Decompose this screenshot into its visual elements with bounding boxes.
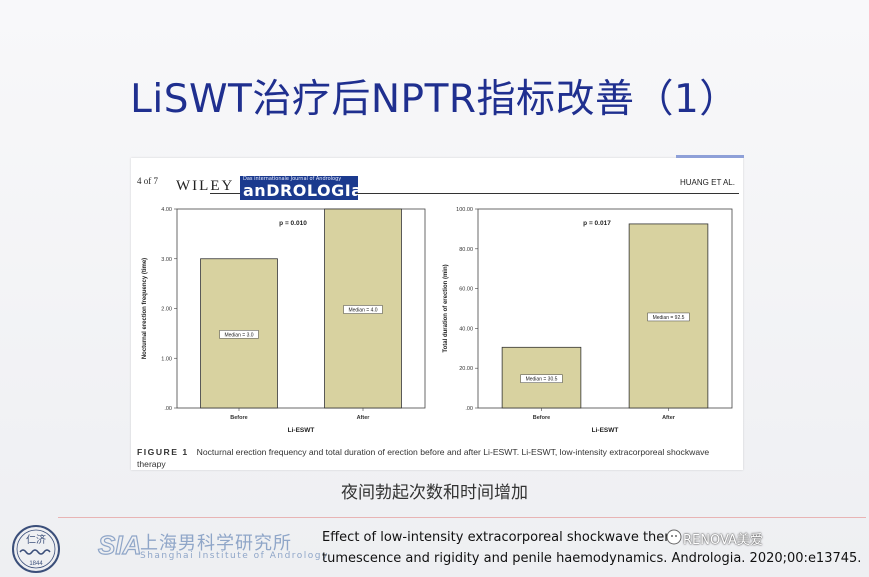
p-value-annotation: p = 0.010 (279, 220, 307, 227)
bar-data-label: Median = 92.5 (653, 315, 685, 321)
reference-line-1: Effect of low-intensity extracorporeal s… (322, 530, 678, 545)
y-tick-label: .00 (164, 406, 172, 412)
header-rule-left (210, 193, 240, 194)
institute-name-cn: 上海男科学研究所 (140, 533, 292, 554)
bar-label-box (219, 330, 259, 339)
sia-logo-mark: SIA (97, 529, 140, 560)
institute-name-en: Shanghai Institute of Andrology (140, 551, 329, 561)
y-tick-label: .00 (465, 406, 473, 412)
y-tick-label: 60.00 (459, 287, 473, 293)
x-axis-title: Li-ESWT (592, 427, 619, 434)
page-number: 4 of 7 (137, 176, 158, 186)
publisher-name: WILEY (176, 178, 235, 194)
x-tick-label: After (662, 415, 676, 421)
y-tick-label: 80.00 (459, 247, 473, 253)
svg-text:仁济: 仁济 (26, 533, 46, 546)
x-tick-label: Before (533, 415, 550, 421)
y-axis-title: Total duration of erection (min) (443, 264, 449, 352)
y-tick-label: 3.00 (161, 257, 172, 263)
svg-text:1844: 1844 (29, 561, 43, 567)
paper-accent-line (676, 155, 744, 158)
journal-logo-box (240, 176, 358, 200)
reference-line-2: tumescence and rigidity and penile haemo… (322, 551, 862, 566)
x-axis-title: Li-ESWT (288, 427, 315, 434)
chart-frequency: .00 1.00 2.00 3.00 4.00 Before Median = 3.0 Aft… (142, 207, 426, 434)
x-tick-label: Before (230, 415, 247, 421)
journal-tagline: Das internationale Journal of Andrology (243, 176, 342, 182)
renji-seal-logo: 仁济 1844 (12, 525, 60, 573)
p-value-annotation: p = 0.017 (583, 220, 611, 227)
figure-caption: FIGURE 1 Nocturnal erection frequency and… (137, 446, 737, 470)
chart-duration: .00 20.00 40.00 60.00 80.00 100.00 Before Media… (443, 207, 733, 434)
bar-label-box (647, 312, 690, 322)
bar-data-label: Median = 3.0 (224, 332, 253, 338)
caption-label: FIGURE 1 (137, 447, 189, 457)
y-tick-label: 40.00 (459, 326, 473, 332)
header-rule (356, 193, 739, 194)
svg-text:SIA: SIA (98, 530, 140, 560)
journal-name: anDROLOGIa (243, 181, 363, 200)
watermark-text: RENOVA美爱 (683, 533, 763, 548)
y-tick-label: 2.00 (161, 307, 172, 313)
running-author: HUANG ET AL. (680, 178, 735, 187)
bar-label-box (343, 305, 383, 314)
footer-divider (58, 517, 866, 518)
bar-data-label: Median = 30.5 (526, 377, 558, 383)
x-tick-label: After (357, 415, 371, 421)
wechat-icon (666, 529, 682, 545)
y-axis-title: Nocturnal erection frequency (time) (142, 258, 148, 359)
y-tick-label: 100.00 (456, 207, 473, 213)
y-tick-label: 1.00 (161, 356, 172, 362)
bar-data-label: Median = 4.0 (348, 308, 377, 314)
slide-title: LiSWT治疗后NPTR指标改善（1） (130, 77, 739, 122)
caption-text: Nocturnal erection frequency and total d… (137, 447, 710, 469)
y-tick-label: 4.00 (161, 207, 172, 213)
bar-label-box (520, 374, 563, 383)
slide-subtitle: 夜间勃起次数和时间增加 (341, 483, 528, 503)
y-tick-label: 20.00 (459, 366, 473, 372)
